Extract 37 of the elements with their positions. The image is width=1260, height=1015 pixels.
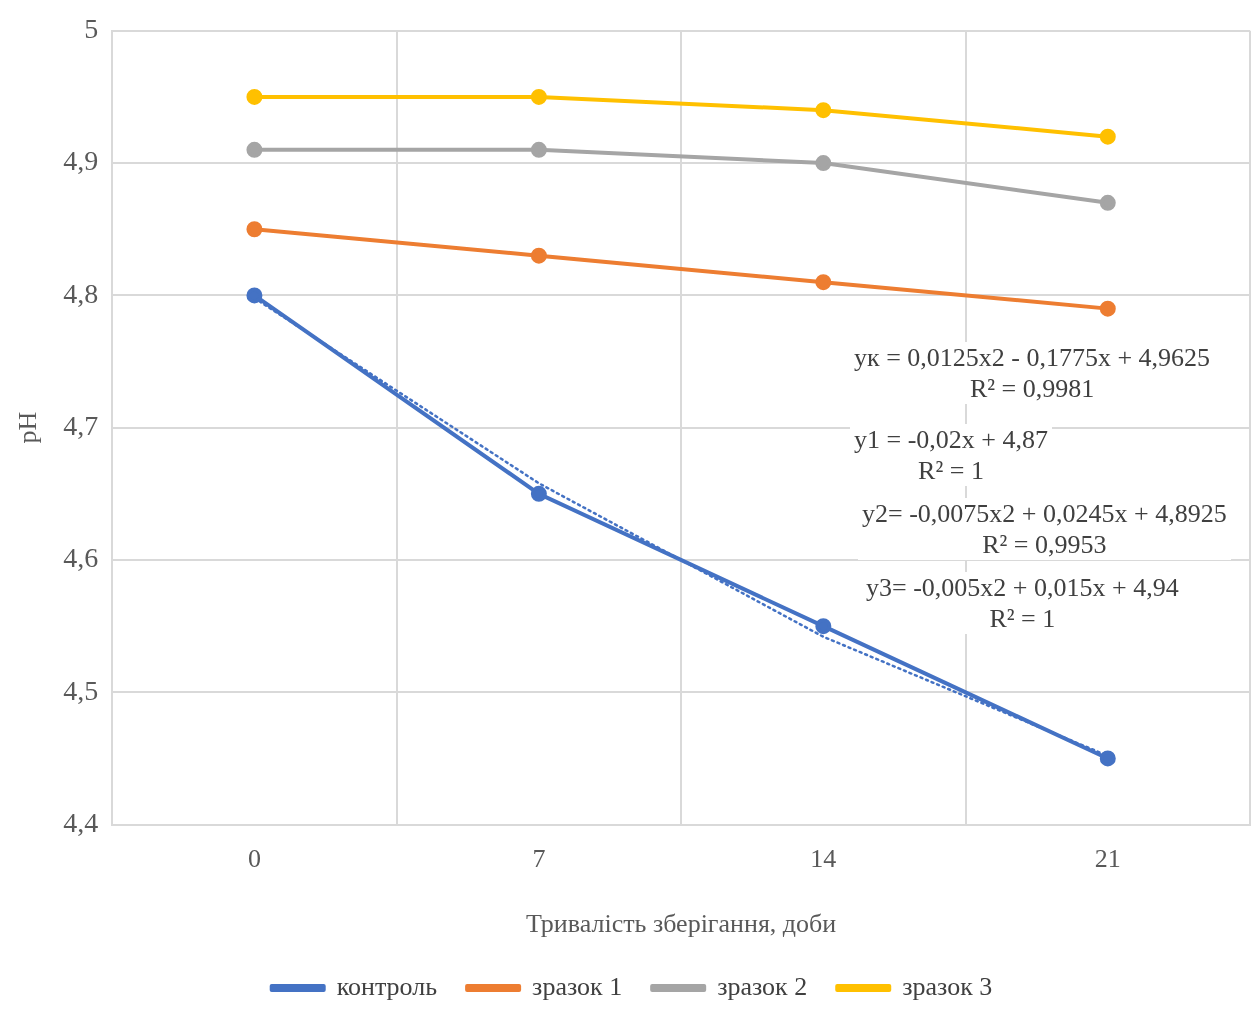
y-tick-label: 4,5 xyxy=(63,674,99,706)
x-tick-label: 21 xyxy=(1094,844,1121,874)
point xyxy=(1099,128,1116,145)
point xyxy=(815,102,832,119)
point xyxy=(530,485,547,502)
annotation: y3= -0,005x2 + 0,015x + 4,94 R² = 1 xyxy=(862,572,1183,634)
point xyxy=(530,141,547,158)
y-tick-label: 5 xyxy=(84,13,99,45)
x-tick-label: 0 xyxy=(247,844,261,874)
point xyxy=(815,155,832,172)
y-tick-label: 4,7 xyxy=(63,410,99,442)
point xyxy=(530,247,547,264)
x-tick-label: 14 xyxy=(810,844,837,874)
legend-label: зразок 1 xyxy=(532,971,623,1001)
legend-label: контроль xyxy=(336,971,438,1001)
point xyxy=(815,618,832,635)
annotation: yк = 0,0125x2 - 0,1775x + 4,9625 R² = 0,9981 xyxy=(850,342,1215,404)
point xyxy=(530,88,547,105)
point xyxy=(1099,750,1116,767)
point xyxy=(246,221,263,238)
legend-label: зразок 2 xyxy=(717,971,808,1001)
y-axis-title: pH xyxy=(13,411,43,444)
point xyxy=(246,287,263,304)
point xyxy=(1099,194,1116,211)
annotation: y1 = -0,02x + 4,87 R² = 1 xyxy=(850,424,1052,486)
y-tick-label: 4,6 xyxy=(63,542,99,574)
legend-label: зразок 3 xyxy=(902,971,993,1001)
annotation: y2= -0,0075x2 + 0,0245x + 4,8925 R² = 0,9953 xyxy=(858,498,1231,560)
x-tick-label: 7 xyxy=(532,844,546,874)
point xyxy=(246,141,263,158)
point xyxy=(1099,300,1116,317)
y-tick-label: 4,4 xyxy=(63,806,99,838)
point xyxy=(246,88,263,105)
y-tick-label: 4,8 xyxy=(63,277,99,309)
point xyxy=(815,274,832,291)
y-tick-label: 4,9 xyxy=(63,145,99,177)
x-axis-title: Тривалість зберігання, доби xyxy=(525,909,837,939)
